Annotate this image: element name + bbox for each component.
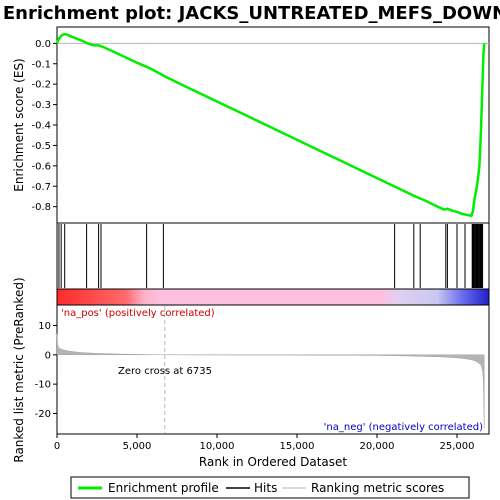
chart-title: Enrichment plot: JACKS_UNTREATED_MEFS_DO… xyxy=(3,3,500,24)
x-axis-label: Rank in Ordered Dataset xyxy=(199,455,347,469)
es-tick-label: -0.3 xyxy=(31,100,51,111)
metric-panel-frame xyxy=(56,304,490,435)
x-tick-label: 10,000 xyxy=(200,441,235,452)
es-tick-label: -0.5 xyxy=(31,141,51,152)
x-tick-label: 25,000 xyxy=(440,441,475,452)
legend-label-hits: Hits xyxy=(254,481,277,495)
enrichment-profile-line xyxy=(55,32,486,218)
x-tick-label: 0 xyxy=(54,441,60,452)
x-axis-ticks: 0 5,000 10,000 15,000 20,000 25,000 xyxy=(54,434,475,452)
rank-color-bar xyxy=(56,288,490,306)
es-axis-label: Enrichment score (ES) xyxy=(12,58,26,191)
hits-panel-frame xyxy=(56,222,490,290)
es-axis-ticks: 0.0 -0.1 -0.2 -0.3 -0.4 -0.5 -0.6 -0.7 -0.8 xyxy=(31,39,57,213)
es-tick-label: -0.2 xyxy=(31,80,51,91)
es-tick-label: -0.8 xyxy=(31,202,51,213)
metric-axis-label: Ranked list metric (PreRanked) xyxy=(12,277,26,462)
zero-cross-label: Zero cross at 6735 xyxy=(118,366,212,377)
x-tick-label: 5,000 xyxy=(123,441,152,452)
x-tick-label: 15,000 xyxy=(280,441,315,452)
neg-correlated-label: 'na_neg' (negatively correlated) xyxy=(324,422,483,433)
hit-marks xyxy=(58,224,484,288)
es-tick-label: 0.0 xyxy=(35,39,51,50)
metric-tick-label: -20 xyxy=(35,409,51,420)
legend-label-ranking-metric: Ranking metric scores xyxy=(311,481,444,495)
metric-axis-ticks: 10 0 -10 -20 xyxy=(35,321,57,420)
x-tick-label: 20,000 xyxy=(360,441,395,452)
metric-tick-label: -10 xyxy=(35,380,51,391)
pos-correlated-label: 'na_pos' (positively correlated) xyxy=(61,308,215,319)
legend: Enrichment profile Hits Ranking metric s… xyxy=(70,476,470,499)
ranking-metric-area xyxy=(56,333,485,429)
es-tick-label: -0.6 xyxy=(31,161,51,172)
es-tick-label: -0.1 xyxy=(31,59,51,70)
legend-frame xyxy=(70,476,470,499)
legend-label-enrichment-profile: Enrichment profile xyxy=(108,481,219,495)
metric-tick-label: 10 xyxy=(38,321,51,332)
es-tick-label: -0.4 xyxy=(31,121,51,132)
es-tick-label: -0.7 xyxy=(31,182,51,193)
metric-tick-label: 0 xyxy=(45,350,51,361)
